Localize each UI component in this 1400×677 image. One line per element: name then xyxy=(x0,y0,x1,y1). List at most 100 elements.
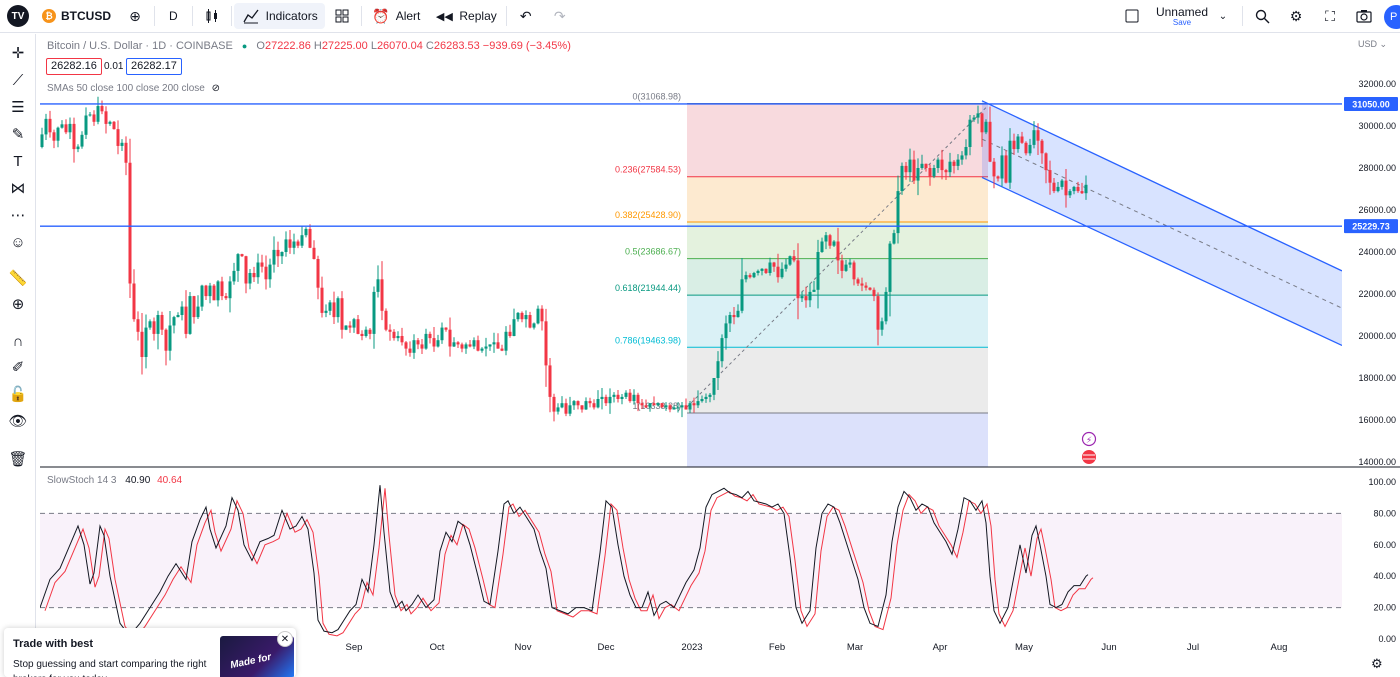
candle-body xyxy=(912,159,916,181)
candle-body xyxy=(884,291,888,322)
candle-body xyxy=(532,323,536,328)
stoch-legend[interactable]: SlowStoch 14 3 40.90 40.64 xyxy=(47,475,182,486)
legend-title: Bitcoin / U.S. Dollar · 1D · COINBASE xyxy=(47,40,233,52)
candle-body xyxy=(308,228,312,248)
candle-body xyxy=(60,124,64,128)
measure-tool[interactable]: 📏 xyxy=(6,267,30,289)
candle-body xyxy=(488,344,492,347)
candle-body xyxy=(176,315,180,318)
candle-body xyxy=(496,342,500,349)
candle-body xyxy=(740,279,744,311)
promo-popup[interactable]: Trade with best Stop guessing and start … xyxy=(4,628,296,677)
fib-level-label: 0.786(19463.98) xyxy=(615,335,681,345)
horizontal-lines[interactable] xyxy=(40,103,1342,227)
templates-button[interactable] xyxy=(325,0,359,32)
icon-tool[interactable]: ☺ xyxy=(6,231,30,253)
regression-channel[interactable] xyxy=(981,100,1342,347)
candle-body xyxy=(988,121,992,162)
candle-body xyxy=(812,289,816,292)
high-value: 27225.00 xyxy=(321,40,368,52)
candle-body xyxy=(704,396,708,399)
candle-body xyxy=(888,243,892,292)
divider xyxy=(360,6,362,26)
candle-body xyxy=(628,392,632,402)
candle-body xyxy=(444,327,448,330)
remove-drawings-tool[interactable]: 🗑 xyxy=(6,448,30,470)
fullscreen-button[interactable]: ⛶ xyxy=(1313,0,1347,32)
brush-tool[interactable]: ✎ xyxy=(6,123,30,145)
candle-body xyxy=(964,147,968,156)
candle-body xyxy=(588,401,592,404)
candle-body xyxy=(148,321,152,328)
time-tick-label: Apr xyxy=(933,642,948,653)
user-avatar-button[interactable]: P xyxy=(1384,5,1400,29)
candle-body xyxy=(792,256,796,261)
candle-body xyxy=(352,319,356,328)
redo-button[interactable]: ↷ xyxy=(543,0,577,32)
candle-body xyxy=(764,268,768,273)
pattern-tool[interactable]: ⋈ xyxy=(6,177,30,199)
search-button[interactable] xyxy=(1245,0,1279,32)
chart-pane[interactable]: 0(31068.98) 0.236(27584.53) 0.382(25428.90… xyxy=(40,34,1342,656)
price-axis[interactable]: USD ⌄ 32000.00 30000.00 28000.00 26000.00 240… xyxy=(1342,34,1400,656)
magnet-tool[interactable]: ∩ xyxy=(6,330,30,352)
candle-body xyxy=(1000,155,1004,179)
fib-retracement[interactable]: 0(31068.98) 0.236(27584.53) 0.382(25428.90… xyxy=(615,92,989,467)
close-value: 26283.53 xyxy=(433,40,480,52)
candle-body xyxy=(156,315,160,334)
candle-body xyxy=(520,312,524,320)
alert-button[interactable]: ⏰ Alert xyxy=(364,0,428,32)
layout-toggle-button[interactable] xyxy=(1115,0,1149,32)
sma-legend[interactable]: SMAs 50 close 100 close 200 close ⊘ xyxy=(47,83,220,94)
undo-button[interactable]: ↶ xyxy=(509,0,543,32)
candle-body xyxy=(92,114,96,122)
candle-body xyxy=(260,262,264,267)
candle-body xyxy=(688,403,692,410)
eye-hidden-icon[interactable]: ⊘ xyxy=(211,83,221,94)
trend-line-tool[interactable]: ⟋ xyxy=(6,69,30,91)
candle-body xyxy=(248,273,252,284)
time-axis-settings-button[interactable]: ⚙ xyxy=(1371,656,1383,672)
text-tool[interactable]: T xyxy=(6,150,30,172)
compare-symbol-button[interactable]: ⊕ xyxy=(118,0,152,32)
close-popup-button[interactable]: ✕ xyxy=(277,631,293,647)
crosshair-tool[interactable]: ✛ xyxy=(6,42,30,64)
candle-body xyxy=(52,132,56,141)
symbol-search-button[interactable]: ₿ BTCUSD xyxy=(35,0,118,32)
interval-button[interactable]: D xyxy=(157,0,190,32)
tradingview-logo[interactable]: TV xyxy=(7,5,29,27)
ask-value: 26282.17 xyxy=(131,60,177,72)
chart-type-button[interactable] xyxy=(195,0,229,32)
candle-body xyxy=(96,106,100,122)
fib-tool[interactable]: ☰ xyxy=(6,96,30,118)
settings-button[interactable]: ⚙ xyxy=(1279,0,1313,32)
sell-price-box[interactable]: 26282.16 xyxy=(46,58,102,75)
candle-body xyxy=(1080,191,1084,194)
divider xyxy=(154,6,155,26)
candle-body xyxy=(484,346,488,349)
indicators-button[interactable]: Indicators xyxy=(233,3,325,29)
replay-button[interactable]: ◀◀ Replay xyxy=(427,0,503,32)
layout-name-button[interactable]: Unnamed Save ⌄ xyxy=(1149,0,1240,32)
candle-body xyxy=(120,142,124,146)
snapshot-button[interactable] xyxy=(1347,0,1400,32)
buy-price-box[interactable]: 26282.17 xyxy=(126,58,182,75)
candle-body xyxy=(152,321,156,334)
fib-zone xyxy=(687,347,988,413)
candle-body xyxy=(380,279,384,311)
symbol-legend: Bitcoin / U.S. Dollar · 1D · COINBASE ● … xyxy=(47,40,571,52)
hide-drawings-tool[interactable]: 👁 xyxy=(6,410,30,432)
plus-circle-icon: ⊕ xyxy=(129,7,141,24)
candle-body xyxy=(660,403,664,408)
chart-events[interactable]: ⚡ xyxy=(1081,431,1097,465)
lock-drawings-tool[interactable]: 🔓 xyxy=(6,383,30,405)
fib-level-label: 0.236(27584.53) xyxy=(615,165,681,175)
candle-body xyxy=(292,241,296,248)
zoom-tool[interactable]: ⊕ xyxy=(6,293,30,315)
candle-body xyxy=(112,121,116,130)
candle-body xyxy=(124,142,128,163)
stay-drawing-tool[interactable]: ✐ xyxy=(6,356,30,378)
candle-body xyxy=(708,394,712,397)
prediction-tool[interactable]: ⋯ xyxy=(6,204,30,226)
candle-body xyxy=(128,162,132,284)
